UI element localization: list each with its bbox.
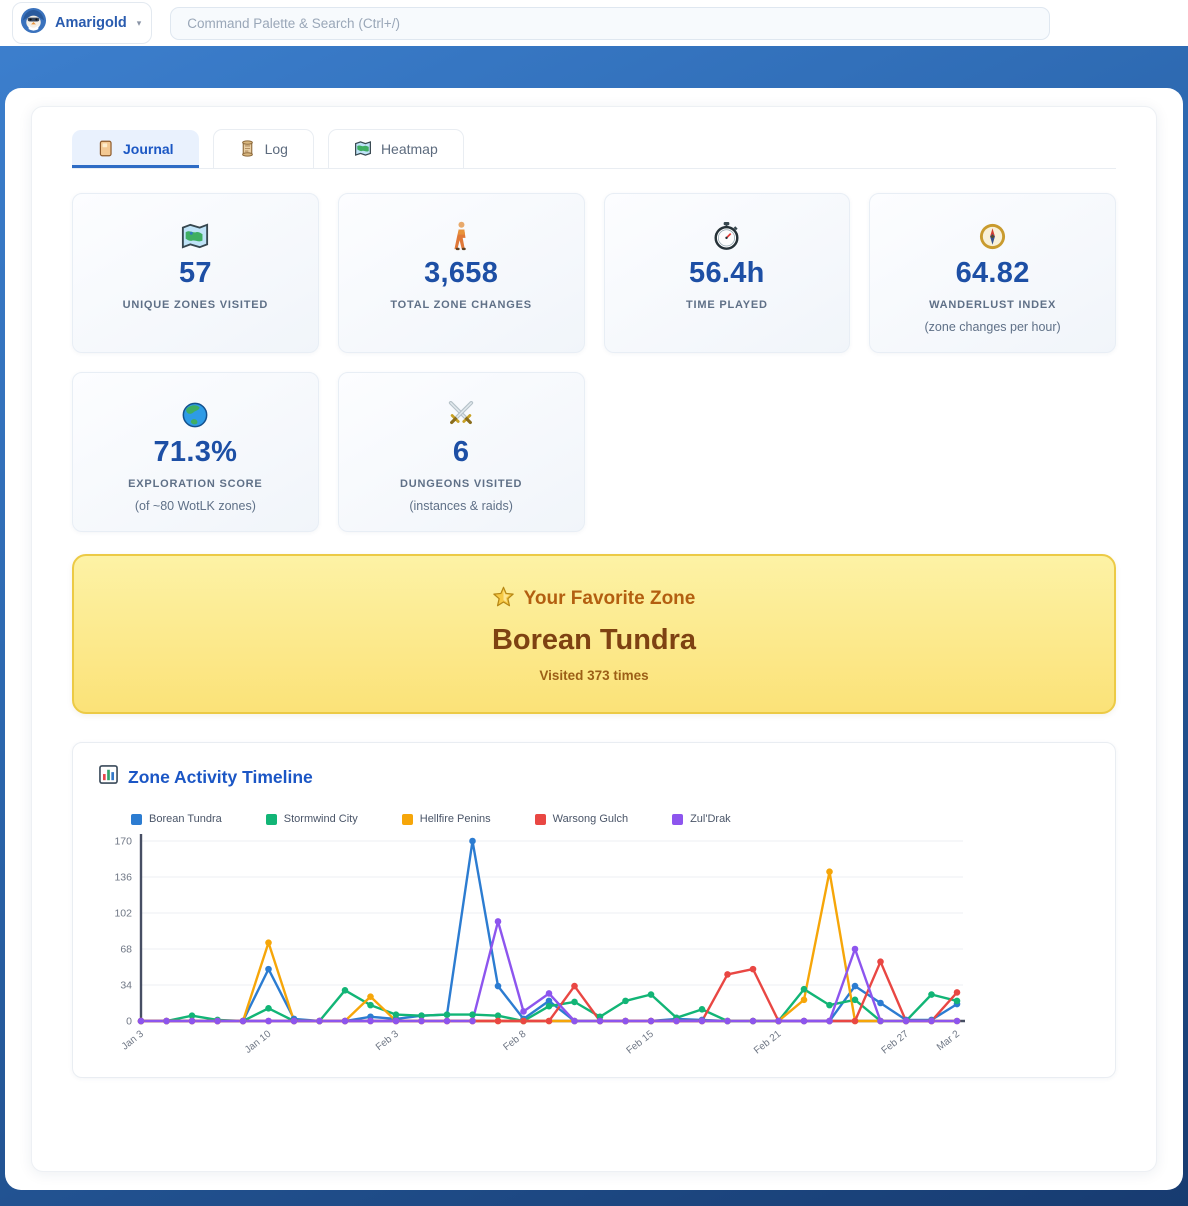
tab-journal[interactable]: Journal <box>72 130 199 168</box>
chart-title: Zone Activity Timeline <box>128 766 313 787</box>
scroll-icon <box>239 140 256 157</box>
svg-text:Feb 21: Feb 21 <box>752 1028 784 1056</box>
stopwatch-icon <box>712 220 741 252</box>
stat-label: TOTAL ZONE CHANGES <box>390 299 532 311</box>
stat-value: 56.4h <box>689 257 765 289</box>
compass-icon <box>978 220 1007 252</box>
favorite-zone-title: Your Favorite Zone <box>492 586 696 613</box>
legend-swatch <box>672 813 684 825</box>
timeline-chart: 0 34 68 102 136 170 Jan 3 Jan 10 Feb 3 Feb 8 Feb 1… <box>114 834 965 1057</box>
stat-card-wanderlust: 64.82 WANDERLUST INDEX (zone changes per… <box>869 193 1116 353</box>
svg-text:Feb 8: Feb 8 <box>501 1028 528 1053</box>
stat-card-unique-zones: 57 UNIQUE ZONES VISITED <box>72 193 319 353</box>
stat-card-exploration: 71.3% EXPLORATION SCORE (of ~80 WotLK zo… <box>72 372 319 532</box>
favorite-zone-banner: Your Favorite Zone Borean Tundra Visited… <box>72 554 1116 714</box>
legend-item[interactable]: Hellfire Penins <box>401 813 491 825</box>
stat-sublabel: (instances & raids) <box>409 499 513 513</box>
topbar: Amarigold ▾ <box>0 0 1188 46</box>
chevron-down-icon: ▾ <box>136 17 142 28</box>
tab-heatmap[interactable]: Heatmap <box>327 129 464 168</box>
tab-bar: Journal Log <box>72 129 1116 169</box>
svg-text:Feb 27: Feb 27 <box>880 1028 912 1056</box>
favorite-zone-visits: Visited 373 times <box>539 667 649 683</box>
username: Amarigold <box>55 15 127 31</box>
map-icon <box>180 220 210 252</box>
stat-sublabel: (zone changes per hour) <box>924 320 1061 334</box>
legend-label: Warsong Gulch <box>552 813 629 825</box>
stat-sublabel: (of ~80 WotLK zones) <box>134 499 256 513</box>
legend-label: Stormwind City <box>283 813 358 825</box>
favorite-zone-heading: Your Favorite Zone <box>523 588 696 609</box>
stats-row-2: 71.3% EXPLORATION SCORE (of ~80 WotLK zo… <box>72 372 1116 532</box>
zone-activity-panel: Zone Activity Timeline Borean Tundra Stor… <box>72 742 1116 1078</box>
chart-title-row: Zone Activity Timeline <box>99 765 1089 789</box>
legend-item[interactable]: Warsong Gulch <box>534 813 629 825</box>
stats-row-1: 57 UNIQUE ZONES VISITED 3,658 TOTAL ZONE… <box>72 193 1116 353</box>
tab-label: Heatmap <box>380 140 438 157</box>
favorite-zone-name: Borean Tundra <box>491 623 697 656</box>
svg-text:136: 136 <box>114 872 132 884</box>
tab-label: Log <box>264 140 288 157</box>
tab-log[interactable]: Log <box>212 129 314 168</box>
legend-swatch <box>131 813 142 825</box>
stat-label: UNIQUE ZONES VISITED <box>122 299 269 311</box>
svg-text:Feb 15: Feb 15 <box>625 1028 657 1056</box>
svg-text:34: 34 <box>120 980 132 992</box>
user-menu[interactable]: Amarigold ▾ <box>12 2 153 44</box>
walker-icon <box>451 220 471 252</box>
stat-value: 71.3% <box>153 436 238 468</box>
stat-label: DUNGEONS VISITED <box>400 478 523 490</box>
tab-label: Journal <box>123 140 174 157</box>
svg-text:170: 170 <box>114 836 132 848</box>
chart-legend: Borean Tundra Stormwind City Hellfire Peni… <box>131 813 1089 825</box>
stat-value: 3,658 <box>424 257 499 289</box>
main-container: Journal Log <box>5 88 1183 1190</box>
stat-card-zone-changes: 3,658 TOTAL ZONE CHANGES <box>337 193 585 353</box>
globe-icon <box>181 399 209 431</box>
stat-label: TIME PLAYED <box>686 299 768 311</box>
stat-card-time-played: 56.4h TIME PLAYED <box>603 193 851 353</box>
content-card: Journal Log <box>31 106 1157 1172</box>
legend-item[interactable]: Zul'Drak <box>672 813 731 825</box>
legend-label: Zul'Drak <box>690 813 731 825</box>
svg-text:Mar 2: Mar 2 <box>935 1028 962 1053</box>
legend-item[interactable]: Stormwind City <box>265 813 358 825</box>
legend-swatch <box>534 813 546 825</box>
heatmap-map-icon <box>354 140 372 157</box>
svg-text:Feb 3: Feb 3 <box>374 1028 401 1053</box>
legend-item[interactable]: Borean Tundra <box>131 813 222 825</box>
search-input[interactable] <box>170 6 1051 40</box>
stat-value: 6 <box>452 436 470 468</box>
stat-label: WANDERLUST INDEX <box>929 299 1057 311</box>
journal-icon <box>97 140 114 157</box>
swords-icon <box>446 399 476 431</box>
stat-label: EXPLORATION SCORE <box>128 478 263 490</box>
svg-text:0: 0 <box>126 1016 132 1028</box>
bar-chart-icon <box>99 765 118 789</box>
legend-label: Hellfire Penins <box>419 813 491 825</box>
legend-swatch <box>265 813 277 825</box>
svg-text:Jan 3: Jan 3 <box>120 1028 146 1052</box>
stat-card-dungeons: 6 DUNGEONS VISITED (instances & raids) <box>337 372 585 532</box>
svg-text:68: 68 <box>120 944 132 956</box>
stat-value: 64.82 <box>955 257 1030 289</box>
avatar <box>20 7 47 39</box>
star-icon <box>492 586 514 613</box>
legend-swatch <box>401 813 413 825</box>
svg-text:102: 102 <box>114 908 132 920</box>
legend-label: Borean Tundra <box>149 813 222 825</box>
svg-text:Jan 10: Jan 10 <box>243 1028 274 1055</box>
stat-value: 57 <box>178 257 212 289</box>
